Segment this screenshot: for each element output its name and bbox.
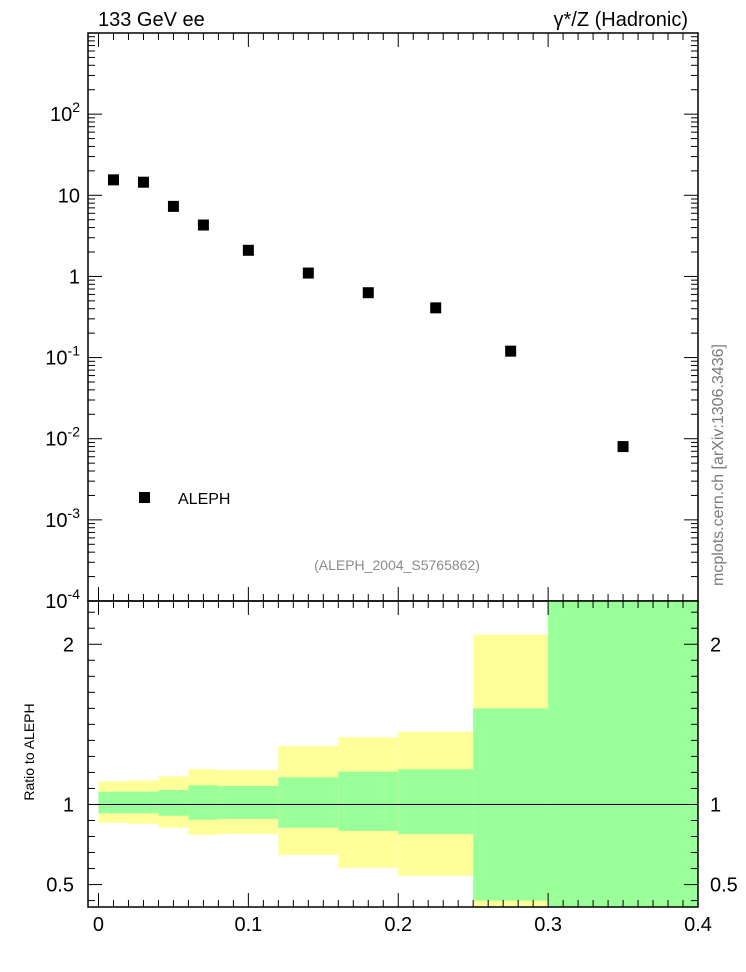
main-plot-frame <box>87 32 699 602</box>
ratio-bands <box>98 601 698 907</box>
uncertainty-band-inner <box>548 601 698 907</box>
ratio-y-tick-label-right: 2 <box>710 634 721 656</box>
uncertainty-band-inner <box>218 786 279 819</box>
data-point <box>362 287 374 299</box>
ratio-y-tick-label-left: 2 <box>63 634 74 656</box>
x-tick-label: 0.1 <box>234 914 262 936</box>
uncertainty-band-inner <box>278 777 339 828</box>
x-tick-label: 0.2 <box>384 914 412 936</box>
ratio-y-tick-label-left: 1 <box>63 794 74 816</box>
y-tick-label: 10-3 <box>45 505 80 532</box>
x-tick-label: 0 <box>93 914 104 936</box>
data-point <box>137 176 149 188</box>
main-plot-panel: 10-4 10-3 10-2 10-1 1 10 102 ALEPH (ALEPH_2004… <box>45 32 699 613</box>
data-point <box>617 441 629 453</box>
data-point <box>167 200 179 212</box>
data-point <box>197 219 209 231</box>
uncertainty-band-inner <box>338 771 399 831</box>
ratio-plot-tick-labels: 0.5 0.5 1 1 2 2 0 0.1 0.2 0.3 0.4 <box>46 634 738 936</box>
data-points <box>107 174 629 453</box>
uncertainty-band-inner <box>128 791 159 814</box>
analysis-tag: (ALEPH_2004_S5765862) <box>314 557 480 573</box>
uncertainty-band-inner <box>188 785 219 820</box>
data-point <box>242 244 254 256</box>
source-side-label: mcplots.cern.ch [arXiv:1306.3436] <box>710 344 727 586</box>
main-plot-ticks <box>88 32 699 602</box>
ratio-plot-frame <box>87 600 699 908</box>
ratio-y-axis-label: Ratio to ALEPH <box>21 703 37 800</box>
energy-title: 133 GeV ee <box>98 9 205 31</box>
x-tick-label: 0.3 <box>534 914 562 936</box>
main-plot-y-tick-labels: 10-4 10-3 10-2 10-1 1 10 102 <box>45 99 80 613</box>
legend-label: ALEPH <box>178 491 230 508</box>
uncertainty-band-inner <box>398 769 474 835</box>
uncertainty-band-inner <box>158 790 189 816</box>
y-tick-label: 10-1 <box>45 343 80 370</box>
data-point <box>505 345 517 357</box>
ratio-y-tick-label-right: 0.5 <box>710 875 738 897</box>
data-point <box>430 302 442 314</box>
uncertainty-band-inner <box>98 791 129 814</box>
y-tick-label: 10-4 <box>45 586 80 613</box>
x-tick-label: 0.4 <box>684 914 712 936</box>
y-tick-label: 102 <box>50 99 80 126</box>
ratio-plot-ticks <box>88 601 699 907</box>
data-point <box>107 174 119 186</box>
process-title: γ*/Z (Hadronic) <box>554 9 688 31</box>
y-tick-label: 1 <box>69 266 80 288</box>
legend-marker <box>139 492 150 503</box>
ratio-y-tick-label-left: 0.5 <box>46 875 74 897</box>
ratio-y-tick-label-right: 1 <box>710 794 721 816</box>
ratio-plot-panel: 0.5 0.5 1 1 2 2 0 0.1 0.2 0.3 0.4 <box>46 600 738 936</box>
y-tick-label: 10 <box>58 185 80 207</box>
data-point <box>302 267 314 279</box>
y-tick-label: 10-2 <box>45 424 80 451</box>
